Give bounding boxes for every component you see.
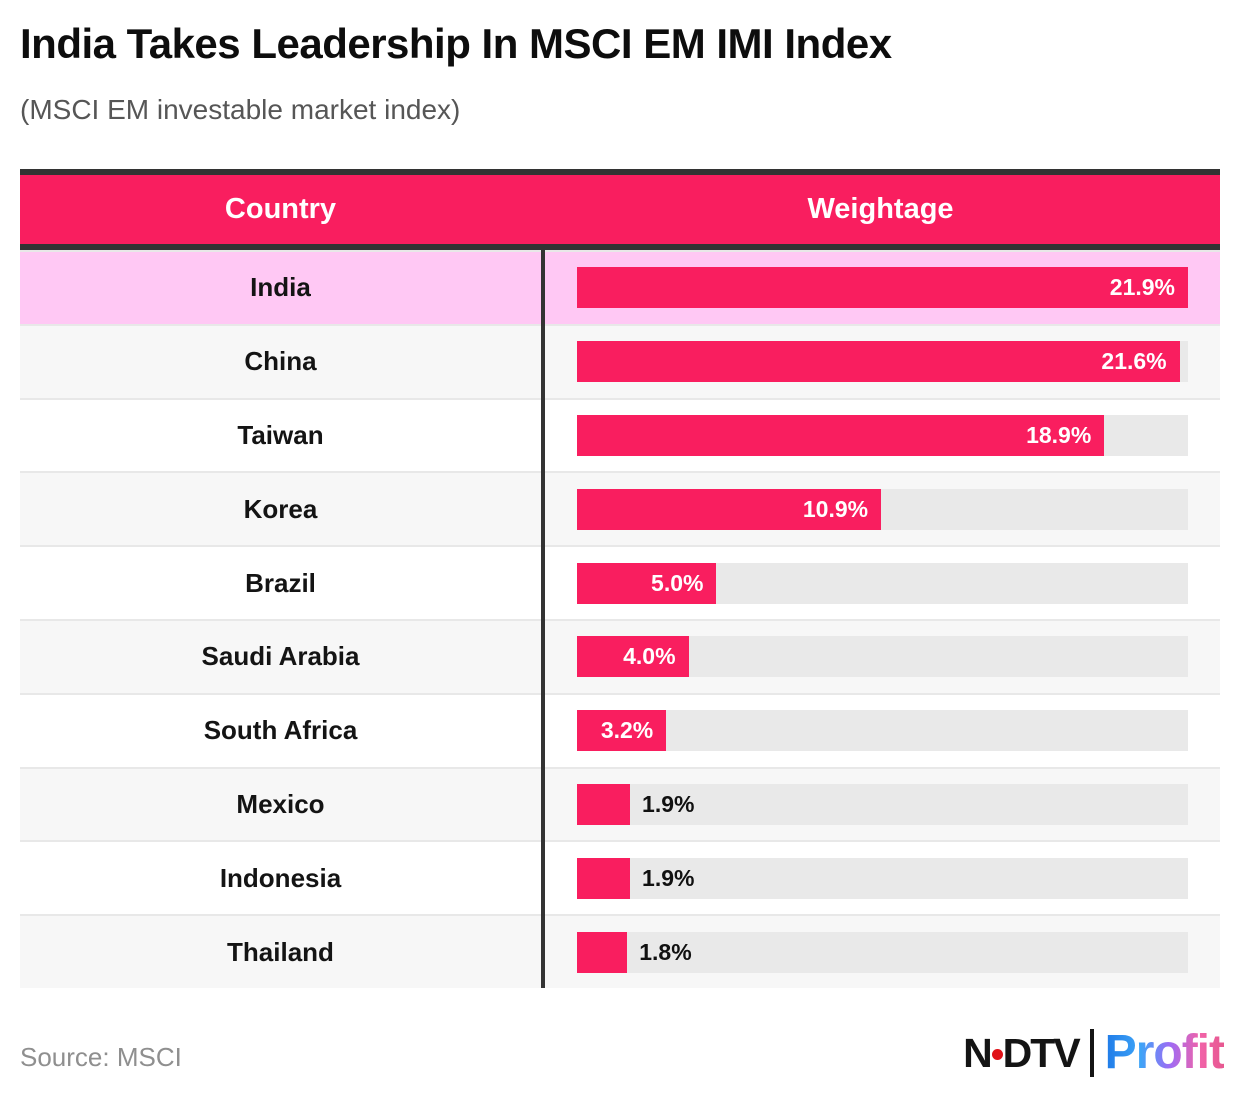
table-row: Korea 10.9%	[20, 471, 1220, 546]
table-top-border	[20, 169, 1220, 175]
table-row: South Africa 3.2%	[20, 692, 1220, 767]
bar-track: 10.9%	[577, 488, 1188, 530]
ndtv-profit-logo: N DTV Profit	[963, 1026, 1225, 1080]
weightage-cell: 3.2%	[541, 695, 1220, 767]
country-label: Thailand	[227, 936, 334, 967]
weightage-bar: 4.0%	[577, 636, 689, 678]
bar-track: 1.9%	[577, 857, 1188, 899]
country-label: South Africa	[203, 715, 358, 746]
weightage-bar: 21.9%	[577, 267, 1188, 309]
bar-track: 21.6%	[577, 341, 1188, 383]
table-row: Saudi Arabia 4.0%	[20, 618, 1220, 693]
bar-track: 18.9%	[577, 414, 1188, 456]
source-note: Source: MSCI	[20, 1042, 182, 1072]
weightage-bar: 18.9%	[577, 414, 1105, 456]
page-subtitle: (MSCI EM investable market index)	[20, 94, 461, 125]
weightage-cell: 4.0%	[541, 621, 1220, 693]
weightage-cell: 21.9%	[541, 252, 1220, 324]
weightage-bar	[577, 857, 631, 899]
column-header-weightage: Weightage	[807, 193, 954, 225]
column-header-country: Country	[224, 193, 337, 225]
bar-track: 1.9%	[577, 783, 1188, 825]
table-row: Mexico 1.9%	[20, 766, 1220, 841]
weightage-bar: 3.2%	[577, 710, 667, 752]
bar-value-label: 5.0%	[651, 569, 704, 596]
weightage-bar	[577, 783, 631, 825]
table-row: Indonesia 1.9%	[20, 840, 1220, 915]
weightage-bar: 10.9%	[577, 488, 882, 530]
logo-separator-bar	[1089, 1029, 1094, 1077]
bar-track: 1.8%	[577, 931, 1188, 973]
bar-value-label: 18.9%	[1026, 421, 1092, 448]
weightage-bar	[577, 931, 628, 973]
weightage-cell: 1.9%	[541, 842, 1220, 914]
bar-value-label: 1.9%	[642, 864, 695, 891]
profit-wordmark: Profit	[1104, 1026, 1225, 1079]
table-row: China 21.6%	[20, 323, 1220, 398]
table-row: India 21.9%	[20, 250, 1220, 324]
bar-value-label: 3.2%	[600, 717, 654, 744]
table-header-row: Country Weightage	[20, 175, 1220, 244]
weightage-cell: 18.9%	[541, 400, 1220, 472]
table-row: Taiwan 18.9%	[20, 397, 1220, 472]
ndtv-red-dot-icon	[991, 1048, 1003, 1060]
weightage-bar: 21.6%	[577, 341, 1180, 383]
table-row: Thailand 1.8%	[20, 914, 1220, 988]
header-bottom-border	[20, 244, 1220, 250]
country-label: Indonesia	[219, 862, 342, 893]
country-label: Korea	[243, 493, 318, 524]
page-title: India Takes Leadership In MSCI EM IMI In…	[20, 20, 892, 67]
bar-track: 4.0%	[577, 636, 1188, 678]
weightage-cell: 21.6%	[541, 326, 1220, 398]
bar-value-label: 1.9%	[642, 790, 695, 817]
country-label: India	[250, 272, 311, 303]
country-label: Brazil	[245, 567, 316, 598]
country-label: Saudi Arabia	[201, 641, 360, 672]
bar-value-label: 21.9%	[1109, 274, 1175, 301]
table-body: India 21.9% China 21.6% Taiwan	[20, 250, 1220, 988]
bar-value-label: 21.6%	[1101, 348, 1167, 375]
ndtv-letters-dtv: DTV	[1002, 1029, 1081, 1076]
ndtv-wordmark: N DTV	[963, 1029, 1081, 1076]
bar-track: 3.2%	[577, 710, 1188, 752]
bar-track: 5.0%	[577, 562, 1188, 604]
country-label: Mexico	[236, 788, 325, 819]
bar-value-label: 10.9%	[802, 495, 869, 522]
weightage-cell: 1.9%	[541, 769, 1220, 841]
weightage-cell: 10.9%	[541, 473, 1220, 545]
ndtv-letter-n: N	[963, 1029, 993, 1076]
weightage-cell: 5.0%	[541, 547, 1220, 619]
column-divider	[541, 250, 545, 988]
weightage-bar: 5.0%	[577, 562, 717, 604]
table-row: Brazil 5.0%	[20, 545, 1220, 619]
bar-value-label: 4.0%	[623, 643, 676, 670]
weightage-cell: 1.8%	[541, 916, 1220, 988]
bar-value-label: 1.8%	[639, 938, 692, 965]
bar-track: 21.9%	[577, 267, 1188, 309]
msci-weightage-table: Country Weightage India 21.9% China 21.6…	[20, 169, 1220, 988]
country-label: China	[244, 346, 317, 377]
country-label: Taiwan	[237, 419, 324, 450]
